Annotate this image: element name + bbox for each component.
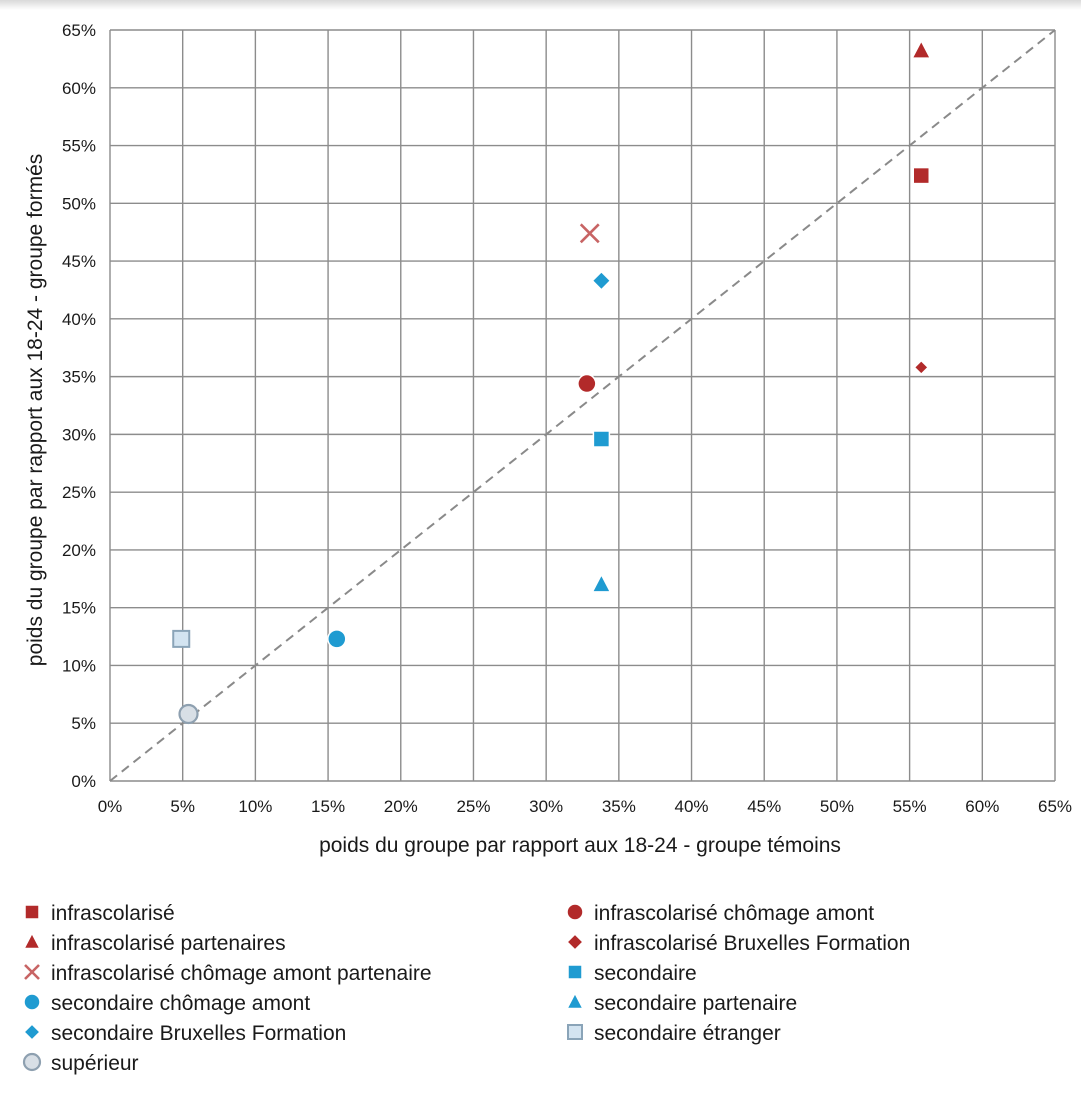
- legend-item: infrascolarisé chômage amont: [566, 902, 874, 925]
- legend-item: secondaire: [567, 962, 697, 985]
- legend-marker: [23, 932, 41, 949]
- y-axis-label: poids du groupe par rapport aux 18-24 - …: [24, 154, 47, 666]
- y-tick-label: 5%: [71, 714, 96, 733]
- legend-marker-stroke-b: [24, 964, 40, 980]
- legend-item: secondaire chômage amont: [23, 992, 310, 1015]
- legend-label: secondaire: [594, 962, 697, 985]
- legend-marker: [566, 933, 584, 951]
- legend-item: secondaire étranger: [567, 1022, 781, 1045]
- x-tick-label: 15%: [311, 797, 345, 816]
- legend-marker: [23, 993, 41, 1011]
- legend-item: infrascolarisé chômage amont partenaire: [24, 962, 432, 985]
- legend-label: infrascolarisé Bruxelles Formation: [594, 932, 910, 955]
- legend-label: infrascolarisé: [51, 902, 175, 925]
- legend-marker: [23, 1023, 41, 1041]
- legend-label: secondaire étranger: [594, 1022, 781, 1045]
- x-tick-label: 60%: [965, 797, 999, 816]
- x-tick-label: 5%: [170, 797, 195, 816]
- legend-item: secondaire Bruxelles Formation: [23, 1022, 346, 1045]
- data-point: [912, 166, 930, 185]
- y-tick-label: 65%: [62, 21, 96, 40]
- data-point: [178, 703, 199, 725]
- x-axis-label: poids du groupe par rapport aux 18-24 - …: [319, 834, 841, 857]
- data-point: [579, 223, 600, 244]
- x-tick-label: 35%: [602, 797, 636, 816]
- x-tick-label: 40%: [675, 797, 709, 816]
- legend-marker: [22, 1052, 42, 1072]
- legend-label: secondaire partenaire: [594, 992, 797, 1015]
- x-tick-label: 30%: [529, 797, 563, 816]
- legend-label: infrascolarisé partenaires: [51, 932, 286, 955]
- x-tick-label: 45%: [747, 797, 781, 816]
- x-tick-label: 25%: [456, 797, 490, 816]
- data-point-stroke-b: [579, 223, 600, 244]
- x-tick-label: 0%: [98, 797, 123, 816]
- tick-labels: 0% 5% 10% 15% 20% 25% 30% 35% 40% 45% 50% 55% 60% 65%…: [62, 21, 1072, 816]
- y-tick-label: 45%: [62, 252, 96, 271]
- y-tick-label: 0%: [71, 772, 96, 791]
- y-tick-label: 30%: [62, 425, 96, 444]
- y-tick-label: 60%: [62, 79, 96, 98]
- legend-label: infrascolarisé chômage amont: [594, 902, 874, 925]
- legend-label: infrascolarisé chômage amont partenaire: [51, 962, 432, 985]
- data-points: [172, 39, 932, 725]
- data-point: [592, 430, 611, 448]
- y-tick-label: 25%: [62, 483, 96, 502]
- top-shadow-bar: [0, 0, 1081, 10]
- data-point: [591, 271, 612, 291]
- x-tick-label: 20%: [384, 797, 418, 816]
- y-tick-label: 55%: [62, 137, 96, 156]
- legend: infrascolarisé infrascolarisé chômage amo…: [22, 902, 910, 1075]
- y-tick-label: 15%: [62, 599, 96, 618]
- x-tick-label: 55%: [893, 797, 927, 816]
- legend-marker: [24, 904, 40, 920]
- legend-item: supérieur: [22, 1052, 139, 1075]
- x-tick-label: 50%: [820, 797, 854, 816]
- legend-marker: [567, 1024, 583, 1040]
- data-point: [591, 573, 612, 593]
- y-tick-label: 40%: [62, 310, 96, 329]
- data-point: [911, 39, 932, 59]
- legend-item: infrascolarisé partenaires: [23, 932, 286, 955]
- legend-item: infrascolarisé: [24, 902, 175, 925]
- legend-marker: [566, 903, 584, 921]
- diagonal-reference-line: [109, 29, 1056, 782]
- y-tick-label: 50%: [62, 194, 96, 213]
- y-tick-label: 20%: [62, 541, 96, 560]
- data-point: [577, 373, 597, 394]
- legend-marker: [24, 964, 40, 980]
- x-tick-label: 10%: [238, 797, 272, 816]
- x-tick-label: 65%: [1038, 797, 1072, 816]
- legend-label: secondaire Bruxelles Formation: [51, 1022, 346, 1045]
- y-tick-label: 35%: [62, 368, 96, 387]
- data-point: [327, 629, 347, 649]
- data-point: [172, 629, 191, 648]
- legend-marker: [567, 964, 583, 980]
- data-point: [913, 359, 929, 375]
- y-tick-label: 10%: [62, 656, 96, 675]
- legend-label: secondaire chômage amont: [51, 992, 310, 1015]
- legend-item: secondaire partenaire: [566, 992, 797, 1015]
- legend-label: supérieur: [51, 1052, 139, 1075]
- legend-marker: [566, 992, 584, 1009]
- legend-item: infrascolarisé Bruxelles Formation: [566, 932, 910, 955]
